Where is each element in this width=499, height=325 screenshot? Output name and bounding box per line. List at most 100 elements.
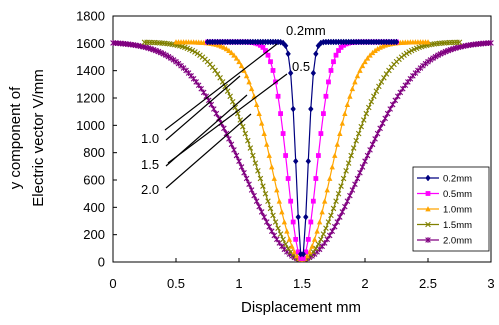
data-point bbox=[280, 236, 286, 243]
data-point bbox=[228, 49, 235, 56]
data-point bbox=[232, 104, 239, 111]
data-point bbox=[266, 152, 272, 158]
data-point bbox=[400, 85, 406, 92]
data-point bbox=[258, 209, 265, 215]
annotation-label: 0.5 bbox=[292, 59, 310, 74]
data-point bbox=[349, 187, 356, 193]
data-point bbox=[359, 62, 366, 69]
data-point bbox=[238, 62, 245, 69]
data-point bbox=[246, 79, 252, 85]
annotation-label: 1.5 bbox=[141, 157, 159, 172]
data-point bbox=[231, 52, 237, 58]
data-point bbox=[381, 75, 387, 81]
y-tick-label: 1600 bbox=[76, 36, 105, 51]
x-tick-label: 1.5 bbox=[293, 276, 311, 291]
legend-label: 0.5mm bbox=[443, 189, 472, 200]
data-point bbox=[313, 245, 319, 252]
x-axis-title: Displacement mm bbox=[241, 299, 361, 316]
data-point bbox=[376, 83, 382, 90]
data-point bbox=[363, 110, 370, 117]
x-tick-label: 3 bbox=[487, 276, 494, 291]
legend-label: 1.0mm bbox=[443, 205, 472, 216]
data-point bbox=[328, 212, 334, 219]
data-point bbox=[402, 82, 409, 89]
data-point bbox=[333, 198, 339, 204]
data-point bbox=[368, 98, 375, 105]
data-point bbox=[250, 152, 256, 159]
data-point bbox=[387, 106, 393, 112]
y-tick-label: 600 bbox=[83, 173, 105, 188]
annotation-label: 2.0 bbox=[141, 182, 159, 197]
data-point bbox=[362, 158, 368, 165]
data-point bbox=[308, 219, 314, 225]
data-point bbox=[316, 219, 323, 225]
annotation-leader bbox=[167, 73, 288, 164]
data-point bbox=[263, 219, 270, 225]
annotation-label: 0.2mm bbox=[286, 23, 326, 38]
data-point bbox=[224, 88, 231, 94]
data-point bbox=[282, 241, 289, 247]
data-point bbox=[372, 47, 378, 53]
data-point bbox=[353, 137, 359, 144]
data-point bbox=[298, 256, 304, 261]
data-point bbox=[320, 231, 327, 237]
data-point bbox=[425, 39, 431, 45]
data-point bbox=[350, 145, 357, 151]
data-point bbox=[334, 141, 340, 147]
legend-swatch-marker bbox=[425, 191, 431, 196]
data-point bbox=[348, 152, 354, 159]
data-point bbox=[233, 152, 240, 159]
annotation-leader bbox=[164, 43, 278, 131]
data-point bbox=[193, 79, 199, 85]
data-point bbox=[358, 123, 365, 130]
annotation-label: 1.0 bbox=[141, 131, 159, 146]
data-point bbox=[214, 71, 221, 77]
x-tick-label: 1 bbox=[235, 276, 242, 291]
annotation-leader bbox=[165, 94, 248, 167]
y-tick-label: 400 bbox=[83, 200, 105, 215]
x-tick-label: 0.5 bbox=[167, 276, 185, 291]
legend-label: 2.0mm bbox=[443, 236, 472, 247]
data-point bbox=[293, 236, 299, 242]
data-point bbox=[326, 232, 333, 239]
data-point bbox=[383, 71, 390, 77]
y-tick-label: 1800 bbox=[76, 9, 105, 24]
data-point bbox=[252, 160, 259, 166]
data-point bbox=[291, 248, 298, 255]
data-point bbox=[315, 241, 322, 247]
data-point bbox=[236, 158, 242, 165]
data-point bbox=[321, 111, 326, 116]
data-point bbox=[310, 69, 317, 77]
data-point bbox=[367, 146, 373, 153]
data-point bbox=[313, 176, 319, 181]
data-point bbox=[268, 228, 275, 235]
data-point bbox=[246, 181, 252, 188]
data-point bbox=[260, 44, 266, 50]
data-point bbox=[168, 55, 174, 62]
axes: 0 200 400 600 800 1000 1200 1400 1600 1800 0 0.5 1 1.… bbox=[76, 9, 495, 292]
data-point bbox=[256, 203, 262, 210]
legend-label: 0.2mm bbox=[443, 174, 472, 185]
data-point bbox=[362, 58, 368, 65]
data-point bbox=[377, 125, 383, 132]
data-point bbox=[277, 231, 284, 237]
y-tick-label: 800 bbox=[83, 145, 105, 160]
data-point bbox=[261, 214, 267, 220]
data-point bbox=[269, 164, 275, 170]
data-point bbox=[295, 249, 301, 255]
data-point bbox=[357, 67, 363, 73]
data-point bbox=[333, 52, 339, 58]
data-point bbox=[364, 55, 371, 61]
data-point bbox=[229, 98, 236, 105]
data-point bbox=[223, 45, 230, 52]
data-point bbox=[243, 72, 250, 79]
data-point bbox=[318, 236, 324, 243]
data-point bbox=[335, 190, 342, 197]
y-axis-title-line1: y component of bbox=[7, 86, 24, 189]
data-point bbox=[241, 169, 247, 176]
data-point bbox=[319, 243, 325, 250]
data-point bbox=[300, 250, 306, 258]
x-tick-label: 2.5 bbox=[419, 276, 437, 291]
data-point bbox=[257, 175, 264, 182]
